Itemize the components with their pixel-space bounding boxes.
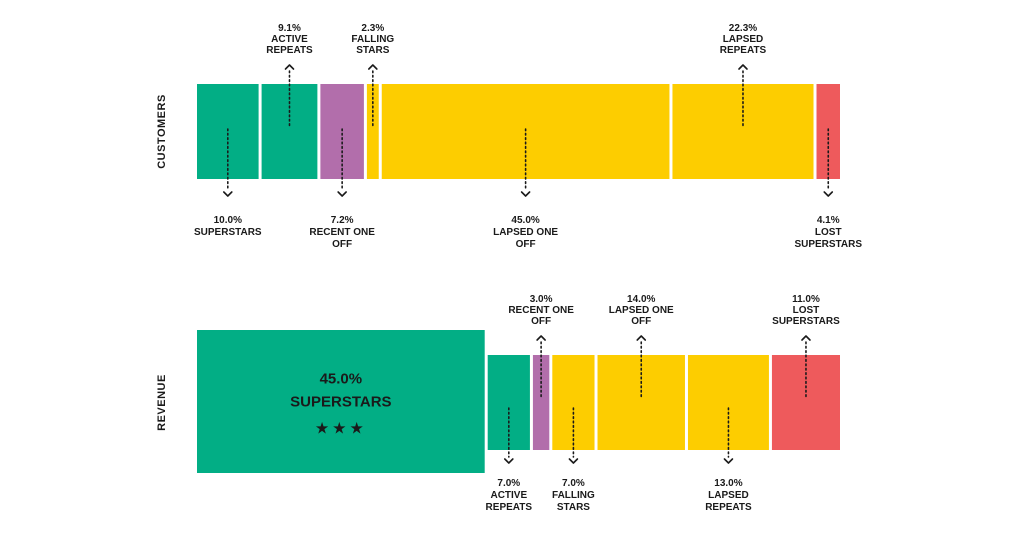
data-label-value-lapsed-one-off: 14.0% [627, 294, 655, 305]
axis-label-customers: CUSTOMERS [156, 94, 168, 169]
data-label-value-lost-superstars: 11.0% [792, 294, 820, 305]
arrow-up-icon [738, 64, 748, 70]
arrow-up-icon [801, 335, 811, 341]
arrow-down-icon [823, 191, 834, 197]
data-label-value-superstars: 45.0% [320, 371, 363, 388]
data-label-name-recent-one-off: RECENT ONE [309, 227, 375, 238]
data-label-name-active-repeats: ACTIVE [271, 34, 308, 45]
data-label-name-active-repeats: REPEATS [266, 45, 313, 56]
data-label-name-lapsed-one-off: LAPSED ONE [609, 305, 674, 316]
data-label-name-lapsed-repeats: LAPSED [723, 34, 764, 45]
bar-segment-lapsed-repeats [672, 84, 814, 179]
bar-segment-lost-superstars [771, 355, 840, 450]
arrow-down-icon [223, 191, 233, 197]
three-stars-icon: ★★★ [315, 421, 367, 438]
data-label-value-active-repeats: 9.1% [278, 23, 301, 34]
data-label-value-recent-one-off: 3.0% [530, 294, 553, 305]
data-label-value-falling-stars: 2.3% [361, 23, 384, 34]
data-label-name-lapsed-one-off: LAPSED ONE [493, 227, 558, 238]
arrow-up-icon [536, 335, 546, 341]
data-label-name-lost-superstars: SUPERSTARS [772, 316, 840, 327]
bar-segment-recent-one-off [532, 355, 550, 450]
data-label-name-lapsed-repeats: REPEATS [720, 45, 767, 56]
data-label-value-lost-superstars: 4.1% [817, 215, 840, 226]
data-label-value-recent-one-off: 7.2% [331, 215, 354, 226]
data-label-name-superstars: SUPERSTARS [194, 227, 262, 238]
arrow-up-icon [284, 64, 295, 70]
data-label-name-superstars: SUPERSTARS [290, 394, 391, 411]
data-label-value-lapsed-repeats: 22.3% [729, 23, 757, 34]
arrow-down-icon [337, 191, 347, 197]
data-label-name-active-repeats: REPEATS [486, 502, 533, 513]
bar-segment-lost-superstars [816, 84, 840, 179]
arrow-down-icon [723, 458, 734, 464]
data-label-value-lapsed-repeats: 13.0% [714, 478, 742, 489]
bar-segment-falling-stars [366, 84, 379, 179]
data-label-name-recent-one-off: OFF [332, 239, 352, 250]
bar-segment-active-repeats [261, 84, 318, 179]
data-label-name-lapsed-one-off: OFF [631, 316, 651, 327]
arrow-up-icon [368, 64, 378, 70]
bar-segment-superstars [197, 84, 259, 179]
data-label-value-falling-stars: 7.0% [562, 478, 585, 489]
data-label-name-lapsed-repeats: REPEATS [705, 502, 752, 513]
arrow-down-icon [520, 191, 531, 197]
axis-label-revenue: REVENUE [156, 374, 168, 431]
bar-segment-superstars [197, 330, 485, 473]
data-label-name-falling-stars: STARS [557, 502, 590, 513]
data-label-name-falling-stars: FALLING [552, 490, 595, 501]
arrow-down-icon [504, 458, 514, 464]
data-label-name-lost-superstars: LOST [793, 305, 820, 316]
data-label-name-lost-superstars: LOST [815, 227, 842, 238]
data-label-name-falling-stars: STARS [356, 45, 389, 56]
data-label-name-lapsed-one-off: OFF [516, 239, 536, 250]
data-label-value-active-repeats: 7.0% [497, 478, 520, 489]
data-label-name-lost-superstars: SUPERSTARS [794, 239, 862, 250]
data-label-name-recent-one-off: RECENT ONE [508, 305, 574, 316]
data-label-value-superstars: 10.0% [214, 215, 242, 226]
bar-segment-lapsed-one-off [597, 355, 685, 450]
bar-segment-recent-one-off [320, 84, 364, 179]
arrow-down-icon [568, 458, 579, 464]
arrow-up-icon [636, 335, 647, 341]
data-label-value-lapsed-one-off: 45.0% [511, 215, 539, 226]
bar-segment-lapsed-one-off [381, 84, 670, 179]
data-label-name-lapsed-repeats: LAPSED [708, 490, 749, 501]
data-label-name-recent-one-off: OFF [531, 316, 551, 327]
data-label-name-falling-stars: FALLING [351, 34, 394, 45]
data-label-name-active-repeats: ACTIVE [490, 490, 527, 501]
